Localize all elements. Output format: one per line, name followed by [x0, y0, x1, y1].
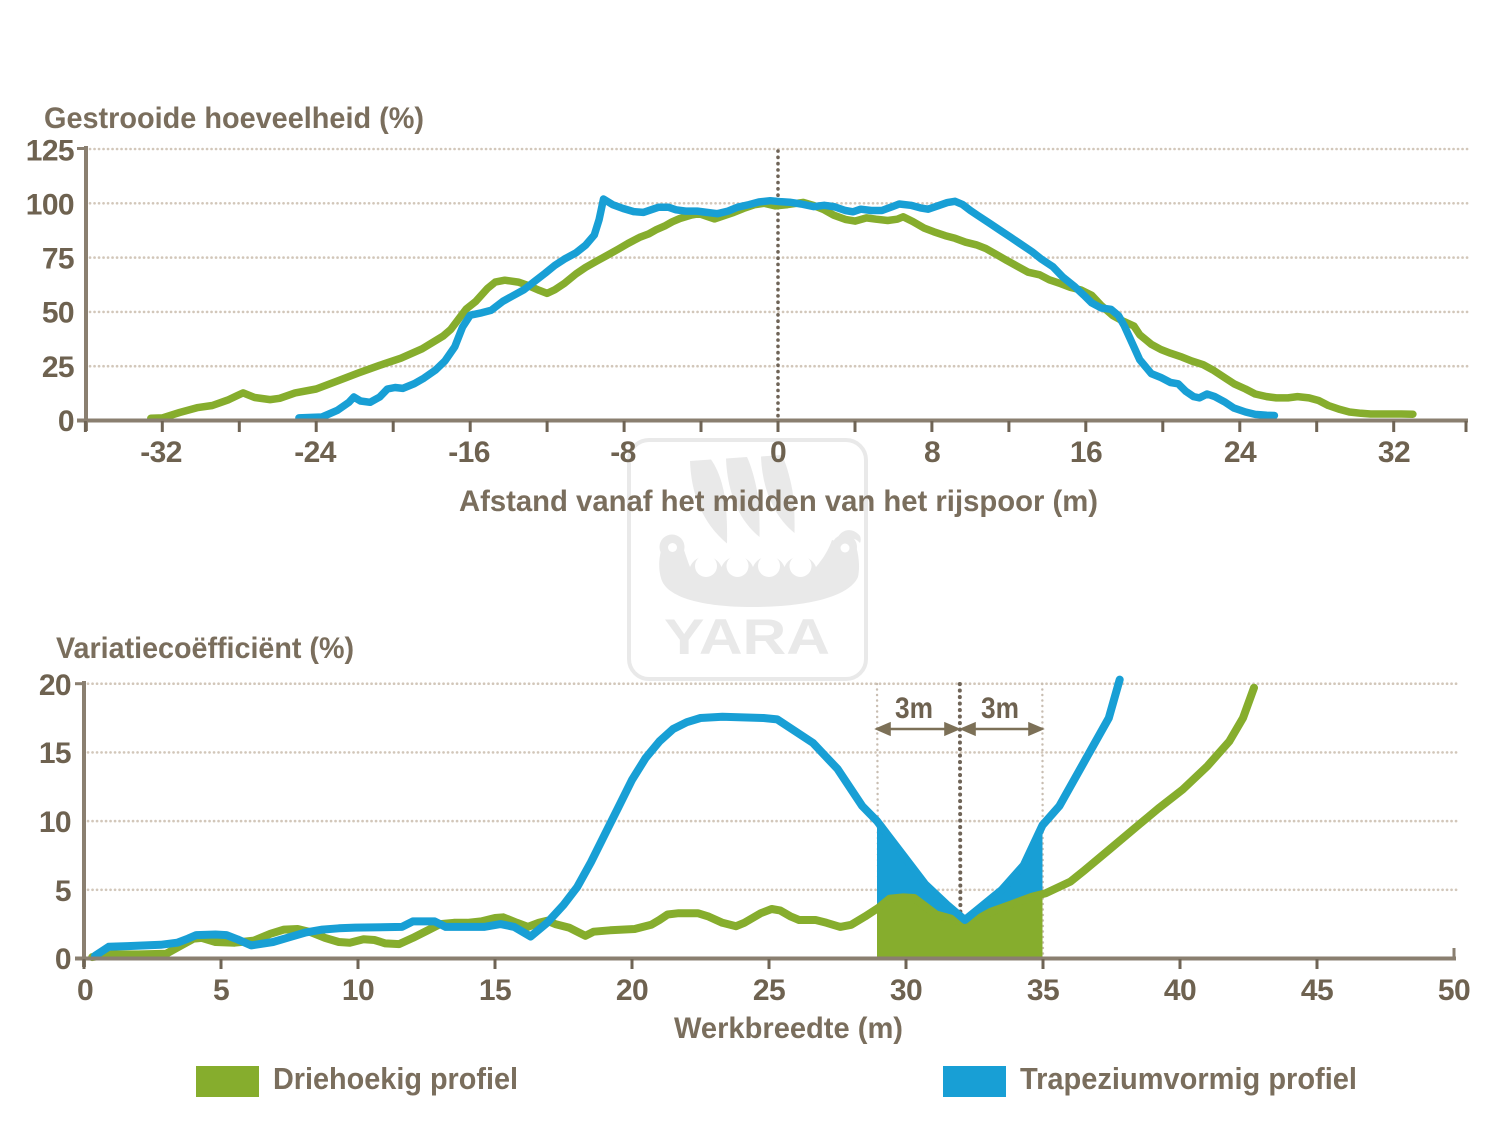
svg-text:0: 0 [77, 974, 93, 1007]
svg-text:YARA: YARA [664, 609, 830, 665]
svg-text:0: 0 [770, 436, 786, 469]
svg-text:Afstand vanaf het midden van h: Afstand vanaf het midden van het rijspoo… [459, 485, 1098, 518]
svg-text:-32: -32 [140, 436, 182, 469]
svg-text:16: 16 [1070, 436, 1102, 469]
svg-text:125: 125 [26, 135, 74, 168]
svg-text:20: 20 [616, 974, 648, 1007]
svg-text:Werkbreedte (m): Werkbreedte (m) [674, 1012, 903, 1045]
svg-text:-16: -16 [448, 436, 490, 469]
svg-text:Trapeziumvormig profiel: Trapeziumvormig profiel [1020, 1062, 1357, 1096]
svg-text:50: 50 [1438, 974, 1470, 1007]
svg-text:75: 75 [42, 243, 74, 276]
svg-text:5: 5 [213, 974, 229, 1007]
svg-text:Variatiecoëfficiënt (%): Variatiecoëfficiënt (%) [56, 632, 354, 665]
svg-text:20: 20 [39, 669, 71, 702]
svg-text:24: 24 [1224, 436, 1257, 469]
svg-text:35: 35 [1027, 974, 1059, 1007]
svg-text:100: 100 [26, 189, 74, 222]
svg-text:0: 0 [58, 405, 74, 438]
svg-text:0: 0 [55, 943, 71, 976]
svg-text:25: 25 [42, 351, 74, 384]
svg-text:40: 40 [1164, 974, 1196, 1007]
svg-text:Driehoekig profiel: Driehoekig profiel [273, 1062, 518, 1096]
svg-text:45: 45 [1301, 974, 1333, 1007]
svg-text:10: 10 [39, 806, 71, 839]
svg-text:3m: 3m [981, 692, 1019, 725]
svg-text:3m: 3m [895, 692, 933, 725]
svg-text:30: 30 [890, 974, 922, 1007]
svg-text:10: 10 [342, 974, 374, 1007]
svg-text:15: 15 [479, 974, 511, 1007]
svg-text:32: 32 [1378, 436, 1410, 469]
svg-text:25: 25 [753, 974, 785, 1007]
svg-text:Gestrooide hoeveelheid (%): Gestrooide hoeveelheid (%) [44, 102, 424, 135]
svg-text:15: 15 [39, 737, 71, 770]
svg-text:8: 8 [924, 436, 940, 469]
svg-text:-24: -24 [294, 436, 336, 469]
svg-text:-8: -8 [610, 436, 635, 469]
svg-text:50: 50 [42, 297, 74, 330]
svg-text:5: 5 [55, 875, 71, 908]
